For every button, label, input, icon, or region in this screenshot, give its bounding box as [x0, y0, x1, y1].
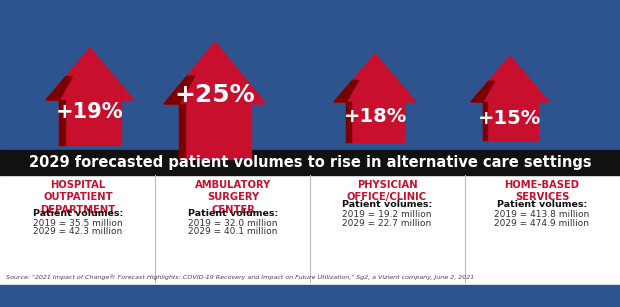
Bar — [0, 0, 620, 150]
Polygon shape — [334, 54, 416, 102]
Text: Source: "2021 Impact of Change® Forecast Highlights: COVID-19 Recovery and Impac: Source: "2021 Impact of Change® Forecast… — [6, 274, 474, 280]
Text: 2029 = 42.3 million: 2029 = 42.3 million — [33, 227, 123, 236]
Polygon shape — [471, 81, 494, 102]
Text: 2019 = 19.2 million: 2019 = 19.2 million — [342, 210, 432, 219]
Polygon shape — [46, 77, 73, 100]
Polygon shape — [482, 102, 538, 140]
Text: 2019 = 32.0 million: 2019 = 32.0 million — [188, 219, 278, 227]
Text: 2019 = 413.8 million: 2019 = 413.8 million — [494, 210, 590, 219]
Text: Patient volumes:: Patient volumes: — [497, 200, 587, 209]
Text: 2029 = 22.7 million: 2029 = 22.7 million — [342, 219, 432, 228]
Polygon shape — [46, 48, 134, 100]
Text: 2019 = 35.5 million: 2019 = 35.5 million — [33, 219, 123, 227]
Polygon shape — [334, 80, 358, 102]
Text: +15%: +15% — [479, 110, 542, 129]
Polygon shape — [346, 102, 351, 142]
Polygon shape — [179, 104, 185, 159]
Text: Patient volumes:: Patient volumes: — [188, 208, 278, 217]
Bar — [0, 285, 620, 307]
Text: 2029 = 474.9 million: 2029 = 474.9 million — [495, 219, 590, 228]
Text: +18%: +18% — [343, 107, 407, 126]
Text: AMBULATORY
SURGERY
CENTER: AMBULATORY SURGERY CENTER — [195, 180, 271, 215]
Text: HOSPITAL
OUTPATIENT
DEPARTMENT: HOSPITAL OUTPATIENT DEPARTMENT — [40, 180, 115, 215]
Text: PHYSICIAN
OFFICE/CLINIC: PHYSICIAN OFFICE/CLINIC — [347, 180, 427, 202]
Polygon shape — [164, 76, 195, 104]
Polygon shape — [482, 102, 487, 140]
Polygon shape — [346, 102, 404, 142]
Bar — [0, 150, 620, 175]
Polygon shape — [179, 104, 251, 159]
Text: +19%: +19% — [56, 102, 124, 122]
Text: +25%: +25% — [175, 83, 255, 107]
Text: 2029 = 40.1 million: 2029 = 40.1 million — [188, 227, 278, 236]
Polygon shape — [164, 42, 266, 104]
Polygon shape — [471, 56, 549, 102]
Text: 2029 forecasted patient volumes to rise in alternative care settings: 2029 forecasted patient volumes to rise … — [29, 155, 591, 170]
Text: HOME-BASED
SERVICES: HOME-BASED SERVICES — [505, 180, 580, 202]
Text: Patient volumes:: Patient volumes: — [342, 200, 432, 209]
Polygon shape — [59, 100, 121, 145]
Text: Patient volumes:: Patient volumes: — [33, 208, 123, 217]
Polygon shape — [59, 100, 64, 145]
